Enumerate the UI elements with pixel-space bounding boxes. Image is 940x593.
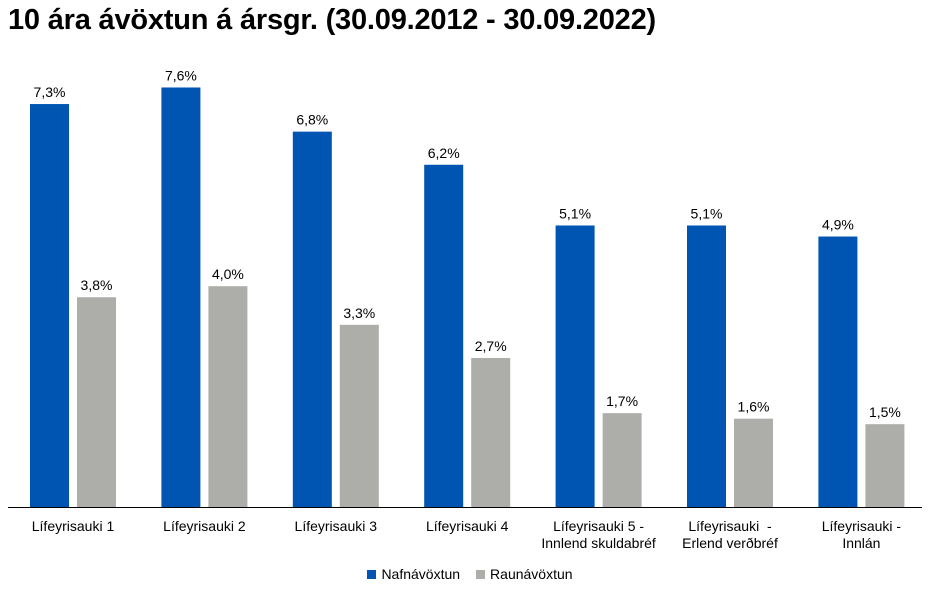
legend-swatch: [476, 569, 486, 579]
bar-real-1: [77, 297, 116, 507]
category-label: Lífeyrisauki 2: [163, 518, 246, 534]
bar-nominal-1: [30, 104, 69, 507]
legend-item-real: Raunávöxtun: [476, 566, 573, 582]
bar-nominal-2: [161, 87, 201, 507]
category-label: Lífeyrisauki -Erlend verðbréf: [682, 518, 778, 551]
bar-nominal-5: [555, 225, 595, 508]
category-label: Lífeyrisauki -Innlán: [822, 518, 902, 551]
bar-real-2: [208, 286, 248, 507]
legend-label: Nafnávöxtun: [381, 566, 461, 582]
bar-real-5: [602, 413, 642, 507]
category-label: Lífeyrisauki 3: [295, 518, 378, 534]
data-label: 6,8%: [296, 112, 328, 128]
bar-nominal-3: [292, 131, 332, 507]
legend: Nafnávöxtun Raunávöxtun: [0, 566, 940, 582]
data-label: 1,5%: [869, 404, 901, 420]
bar-real-3: [339, 324, 379, 507]
legend-item-nominal: Nafnávöxtun: [367, 566, 460, 582]
bar-nominal-7: [818, 236, 858, 507]
bar-real-6: [734, 418, 773, 507]
category-label: Lífeyrisauki 1: [32, 518, 115, 534]
bar-real-7: [865, 424, 905, 507]
legend-label: Raunávöxtun: [490, 566, 573, 582]
data-label: 7,3%: [34, 84, 66, 100]
data-label: 1,7%: [606, 393, 638, 409]
data-label: 3,8%: [81, 277, 113, 293]
legend-swatch: [367, 569, 377, 579]
bar-nominal-4: [424, 164, 464, 507]
data-label: 4,9%: [822, 217, 854, 233]
category-label: Lífeyrisauki 4: [426, 518, 509, 534]
data-label: 3,3%: [343, 305, 375, 321]
bar-nominal-6: [687, 225, 726, 508]
data-label: 7,6%: [165, 67, 197, 83]
bar-real-4: [471, 357, 511, 507]
category-label: Lífeyrisauki 5 -Innlend skuldabréf: [541, 518, 656, 551]
data-label: 5,1%: [691, 205, 723, 221]
data-label: 5,1%: [559, 205, 591, 221]
data-label: 2,7%: [475, 338, 507, 354]
data-label: 6,2%: [428, 145, 460, 161]
data-label: 4,0%: [212, 266, 244, 282]
data-label: 1,6%: [738, 399, 770, 415]
chart-title: 10 ára ávöxtun á ársgr. (30.09.2012 - 30…: [8, 4, 656, 36]
